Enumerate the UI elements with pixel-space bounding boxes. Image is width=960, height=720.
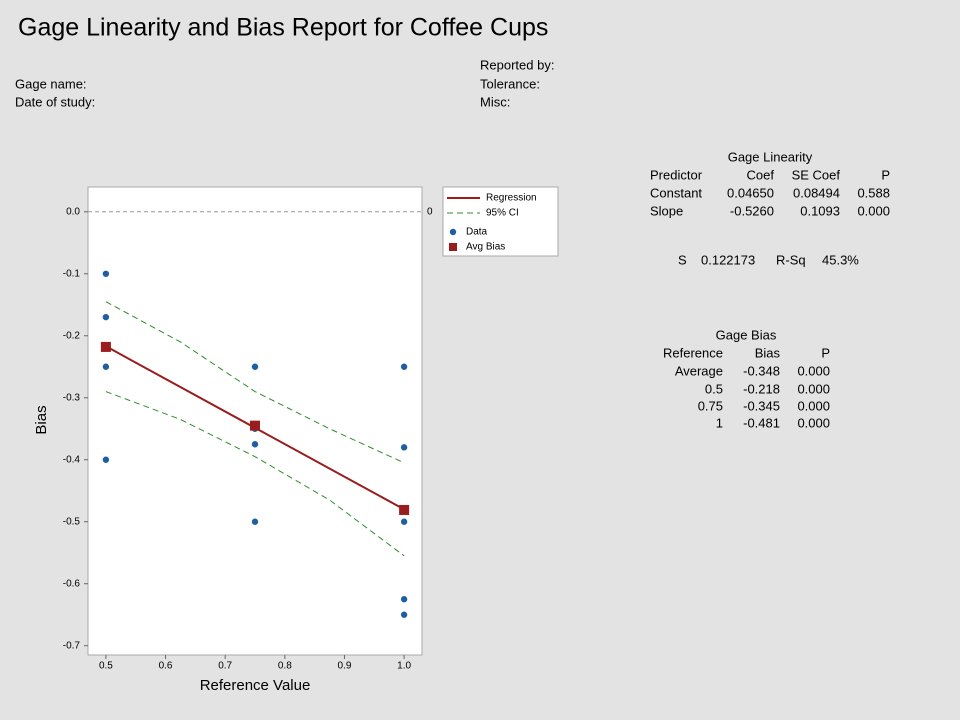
- column-header: P: [821, 345, 830, 360]
- bias-title: Gage Bias: [716, 327, 777, 342]
- data-point: [400, 444, 408, 451]
- table-cell: -0.345: [743, 398, 780, 413]
- data-point: [102, 313, 110, 321]
- y-tick-label: -0.5: [63, 516, 81, 527]
- avg-bias-point: [399, 504, 410, 515]
- table-cell: -0.218: [743, 381, 780, 396]
- table-cell: 0.75: [698, 398, 723, 413]
- data-point: [102, 363, 110, 370]
- tolerance: Tolerance:: [480, 76, 540, 91]
- table-cell: -0.348: [743, 363, 780, 378]
- x-tick-label: 0.5: [99, 661, 113, 672]
- y-tick-label: -0.7: [63, 640, 81, 651]
- column-header: P: [881, 167, 890, 182]
- data-point: [251, 518, 259, 525]
- y-tick-label: -0.6: [63, 578, 81, 589]
- column-header: Bias: [755, 345, 781, 360]
- s-label: S: [678, 252, 687, 267]
- legend-label: Regression: [486, 193, 537, 204]
- table-cell: -0.5260: [730, 203, 774, 218]
- ci-upper: [105, 301, 405, 464]
- data-point: [400, 363, 408, 370]
- data-point: [251, 363, 259, 370]
- y-tick-label: -0.1: [63, 268, 81, 279]
- legend-swatch: [449, 228, 457, 236]
- report-title: Gage Linearity and Bias Report for Coffe…: [18, 14, 548, 42]
- rsq-value: 45.3%: [822, 252, 859, 267]
- table-cell: 0.588: [857, 185, 890, 200]
- legend-label: Avg Bias: [466, 242, 505, 253]
- y-tick-label: -0.4: [63, 454, 81, 465]
- table-cell: Slope: [650, 203, 683, 218]
- data-point: [400, 611, 408, 618]
- x-tick-label: 0.7: [218, 661, 232, 672]
- x-tick-label: 0.6: [159, 661, 173, 672]
- data-point: [102, 270, 110, 277]
- data-point: [251, 441, 259, 448]
- reported-by: Reported by:: [480, 57, 554, 72]
- legend: [442, 186, 559, 257]
- gage-name: Gage name:: [15, 76, 87, 91]
- column-header: SE Coef: [792, 167, 841, 182]
- x-tick-label: 0.8: [278, 661, 292, 672]
- table-cell: 0.08494: [793, 185, 840, 200]
- column-header: Reference: [663, 345, 723, 360]
- table-cell: 1: [716, 415, 723, 430]
- table-cell: 0.000: [797, 398, 830, 413]
- table-cell: Average: [675, 363, 723, 378]
- s-value: 0.122173: [701, 252, 755, 267]
- table-cell: 0.04650: [727, 185, 774, 200]
- ci-lower: [105, 391, 405, 557]
- y-axis-label: Bias: [33, 405, 50, 434]
- column-header: Coef: [747, 167, 775, 182]
- date-of-study: Date of study:: [15, 94, 95, 109]
- y-tick-label: 0.0: [66, 206, 80, 217]
- table-cell: 0.1093: [800, 203, 840, 218]
- table-cell: 0.000: [797, 415, 830, 430]
- rsq-label: R-Sq: [776, 252, 806, 267]
- x-tick-label: 0.9: [338, 661, 352, 672]
- avg-bias-point: [250, 420, 260, 431]
- table-cell: 0.000: [797, 363, 830, 378]
- column-header: Predictor: [650, 167, 703, 182]
- legend-label: 95% CI: [486, 208, 519, 219]
- x-tick-label: 1.0: [397, 661, 411, 672]
- x-axis-label: Reference Value: [200, 677, 311, 694]
- data-point: [400, 596, 408, 603]
- table-cell: 0.5: [705, 381, 723, 396]
- data-point: [400, 518, 408, 525]
- table-cell: Constant: [650, 185, 702, 200]
- y-tick-label: -0.3: [63, 392, 81, 403]
- avg-bias-point: [100, 341, 111, 352]
- table-cell: 0.000: [857, 203, 890, 218]
- legend-swatch: [449, 243, 457, 251]
- misc: Misc:: [480, 94, 510, 109]
- y-tick-label: -0.2: [63, 330, 81, 341]
- table-cell: 0.000: [797, 381, 830, 396]
- linearity-title: Gage Linearity: [728, 149, 813, 164]
- data-point: [102, 456, 110, 463]
- table-cell: -0.481: [743, 415, 780, 430]
- legend-label: Data: [466, 227, 488, 238]
- reference-label: 0: [427, 206, 433, 217]
